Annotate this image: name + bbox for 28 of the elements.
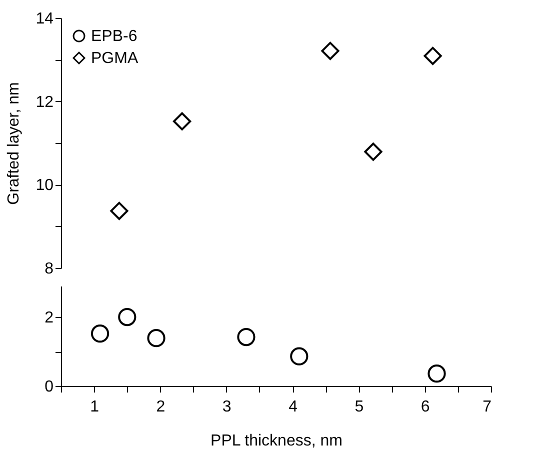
point: [90, 324, 110, 343]
point: [428, 364, 446, 383]
x-tick-label: 1: [90, 398, 100, 416]
y-tick-label: 14: [36, 10, 54, 28]
y-tick-label: 8: [44, 260, 54, 278]
x-tick-label: 3: [222, 398, 232, 416]
point: [424, 46, 442, 65]
point: [110, 202, 128, 220]
point: [290, 347, 308, 366]
point: [321, 42, 340, 60]
legend-label: PGMA: [91, 50, 138, 67]
x-tick-label: 2: [156, 398, 166, 416]
x-tick-label: 7: [482, 398, 492, 416]
x-axis-title: PPL thickness, nm: [210, 432, 342, 450]
x-tick-label: 6: [420, 398, 430, 416]
y-tick-label: 2: [44, 310, 54, 327]
text: EPB-6: [91, 28, 138, 45]
y-tick-label: 12: [36, 94, 54, 111]
point: [173, 112, 192, 130]
point: [364, 142, 382, 161]
point: [147, 329, 166, 348]
y-axis-title: Grafted layer, nm: [6, 82, 23, 205]
y-tick-label: 0: [44, 378, 54, 396]
point: [237, 328, 256, 346]
point: [118, 308, 136, 326]
x-tick-label: 5: [354, 398, 364, 416]
y-tick-label: 10: [36, 177, 54, 194]
x-tick-label: 4: [288, 398, 298, 416]
